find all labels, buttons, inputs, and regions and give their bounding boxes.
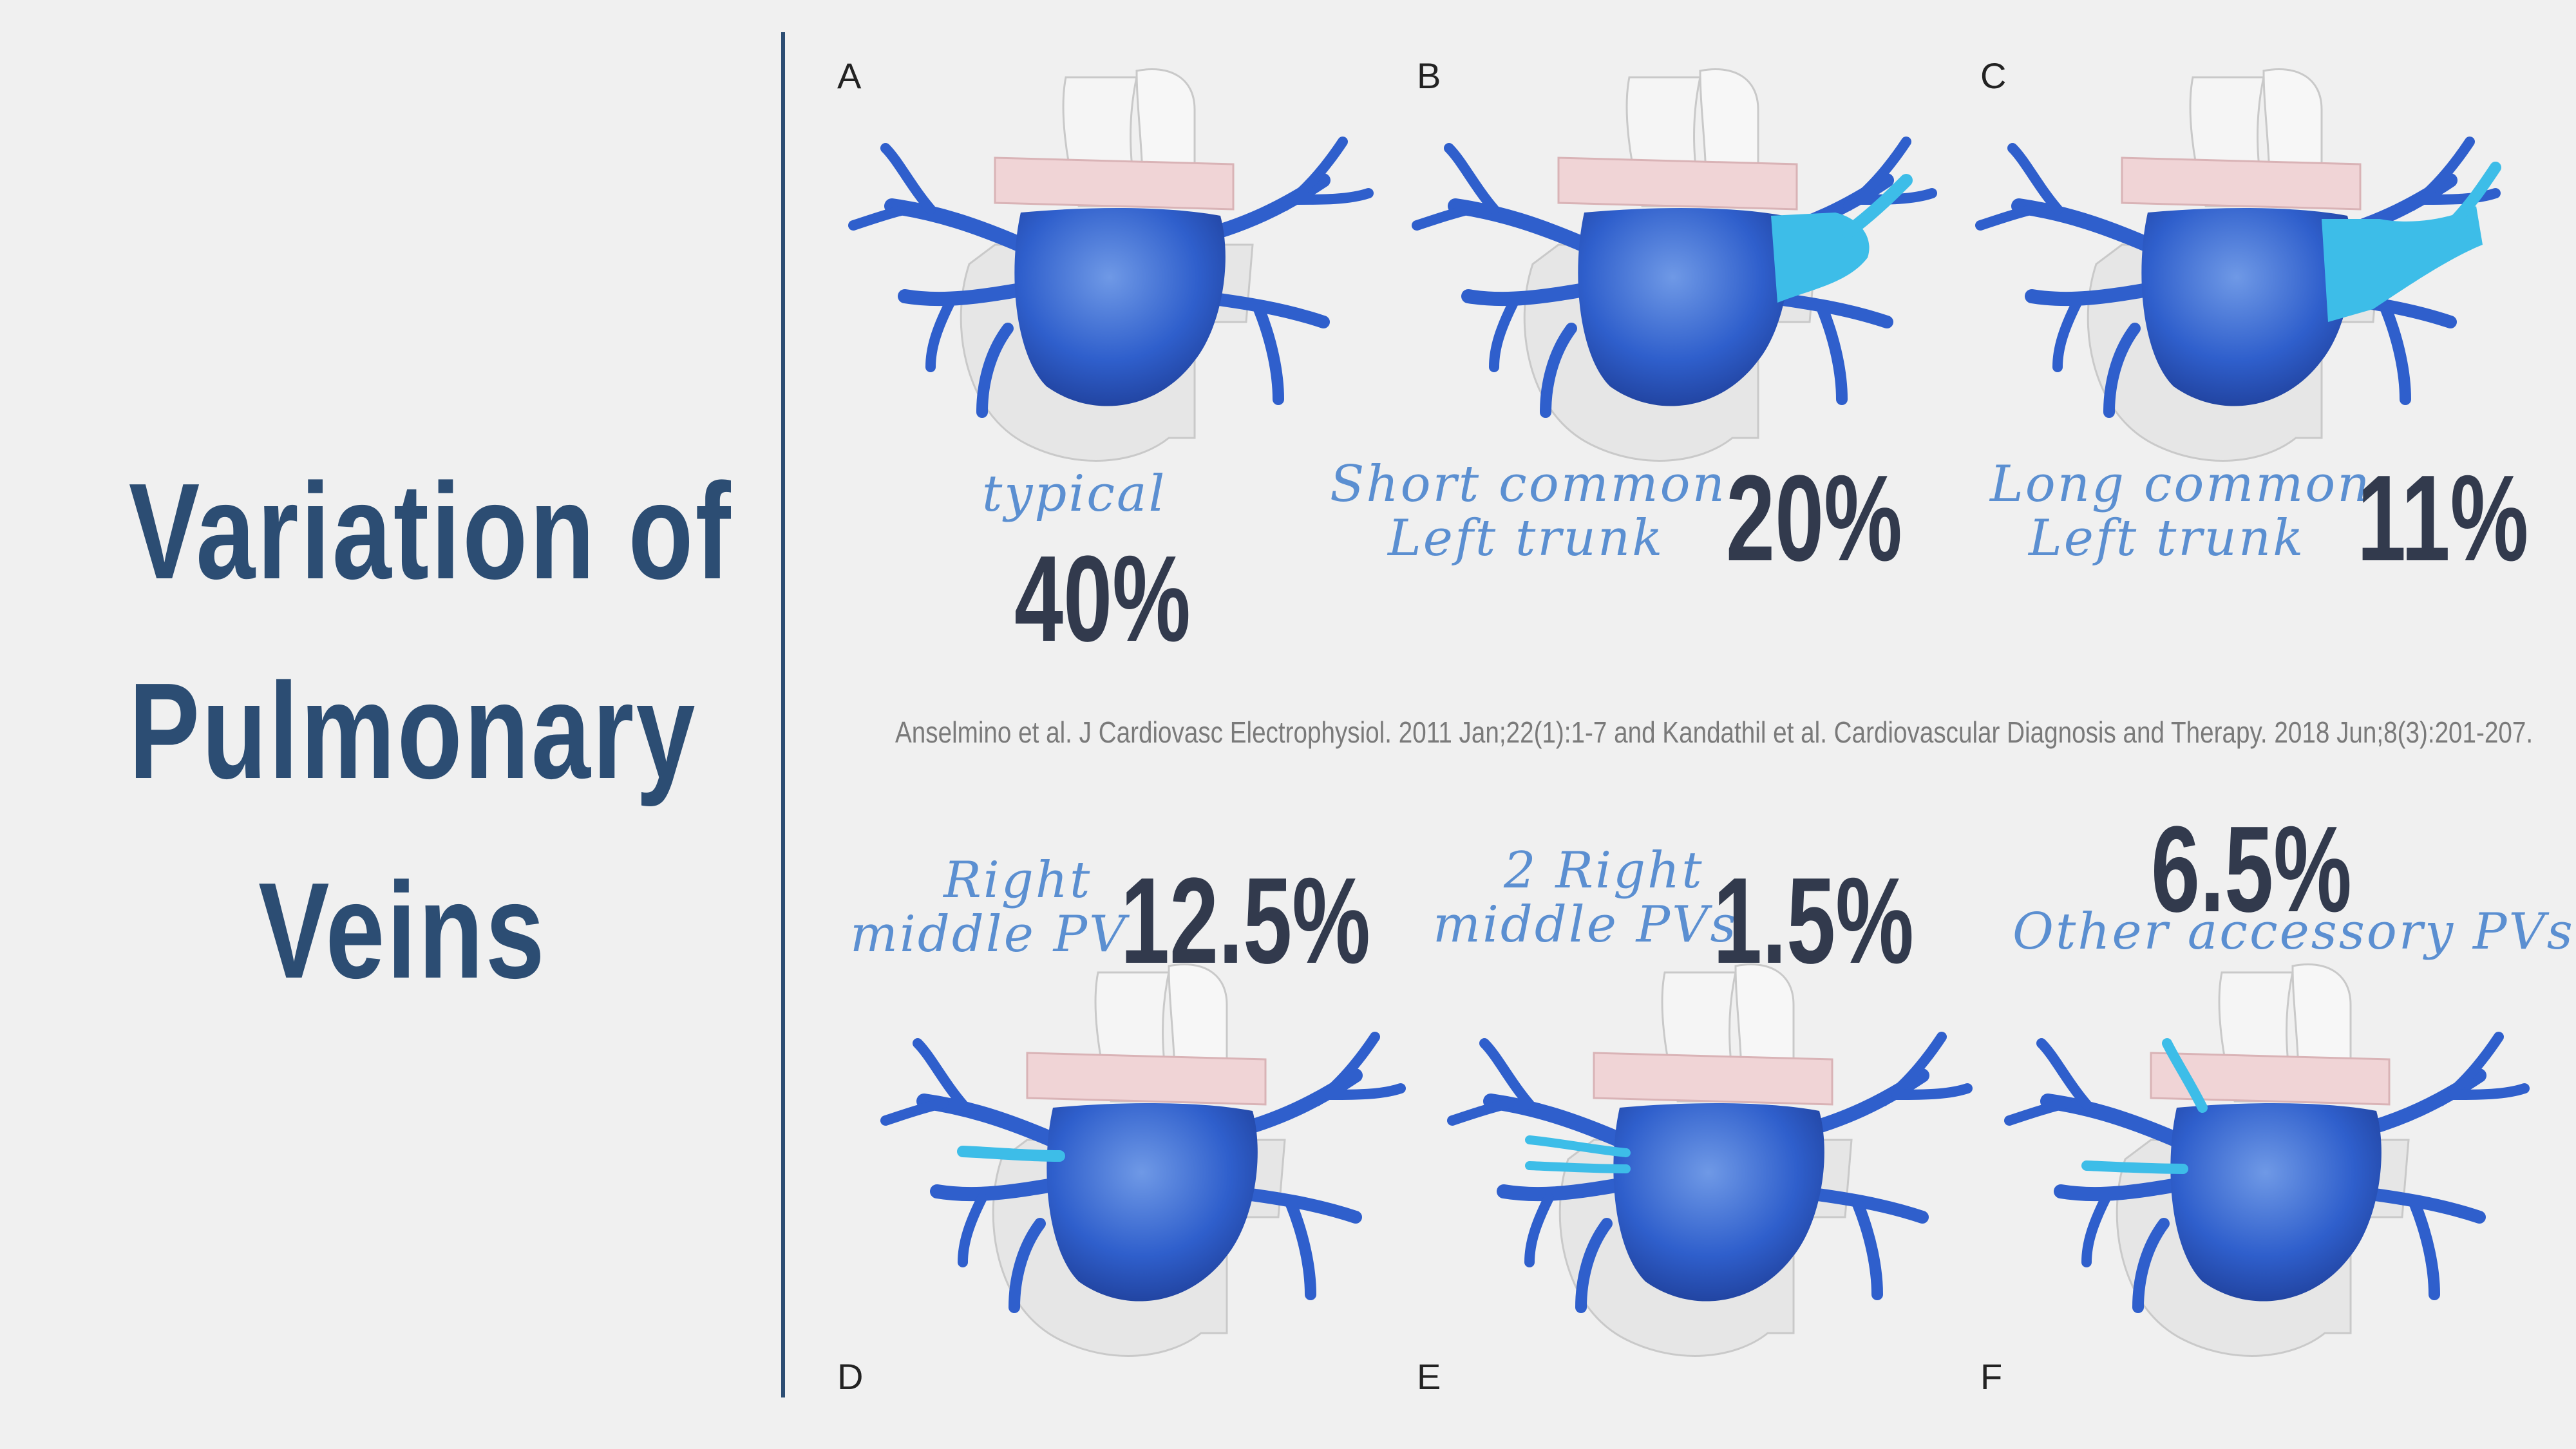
left-superior-branch bbox=[1325, 1083, 1406, 1100]
right-inferior-branch bbox=[925, 298, 955, 372]
panel-letter-f: F bbox=[1980, 1356, 2003, 1397]
label-f: Other accessory PVs bbox=[2012, 903, 2575, 961]
slide-title: Variation of Pulmonary Veins bbox=[128, 431, 733, 1030]
percent-b: 20% bbox=[1726, 450, 1902, 587]
right-inferior-branch bbox=[2081, 1193, 2111, 1267]
pulmonary-artery-band bbox=[1026, 1052, 1267, 1106]
right-superior-branch bbox=[1479, 1038, 1535, 1110]
trunk-branch bbox=[1842, 174, 1913, 238]
percent-d: 12.5% bbox=[1121, 853, 1370, 989]
diagram-d bbox=[866, 947, 1446, 1397]
right-inferior-branch bbox=[976, 323, 1014, 418]
right-inferior-vein bbox=[1497, 1178, 1627, 1202]
right-superior-branch bbox=[2036, 1038, 2092, 1110]
right-inferior-branch bbox=[1489, 298, 1519, 372]
right-inferior-vein bbox=[2054, 1178, 2184, 1202]
common-left-trunk bbox=[2322, 206, 2483, 322]
pulmonary-vein-illustration bbox=[848, 68, 1374, 462]
percent-a: 40% bbox=[1014, 531, 1191, 667]
left-superior-branch bbox=[1891, 1083, 1973, 1100]
trunk-branch bbox=[2445, 162, 2501, 231]
right-superior-branch bbox=[880, 1098, 949, 1126]
left-superior-branch bbox=[2448, 1083, 2530, 1100]
left-atrium bbox=[1046, 1103, 1258, 1302]
diagram-a bbox=[834, 52, 1414, 502]
right-superior-branch bbox=[1975, 203, 2043, 231]
diagram-c bbox=[1961, 52, 2541, 502]
right-middle-vein-1 bbox=[1525, 1135, 1631, 1157]
right-inferior-vein bbox=[1461, 283, 1591, 307]
diagram-b bbox=[1397, 52, 1977, 502]
right-superior-branch bbox=[2004, 1098, 2072, 1126]
title-line-1: Variation of bbox=[128, 455, 733, 607]
label-a: typical bbox=[982, 465, 1167, 523]
right-superior-branch bbox=[1444, 143, 1499, 214]
left-inferior-branch bbox=[1253, 303, 1284, 405]
pulmonary-artery-band bbox=[2150, 1052, 2391, 1106]
right-middle-vein bbox=[957, 1146, 1065, 1162]
panel-letter-a: A bbox=[837, 55, 862, 96]
title-line-2: Pulmonary bbox=[128, 654, 697, 807]
right-inferior-branch bbox=[1575, 1218, 1613, 1313]
diagram-f bbox=[1990, 947, 2570, 1397]
accessory-vein-2 bbox=[2162, 1038, 2208, 1113]
right-inferior-branch bbox=[1009, 1218, 1046, 1313]
right-inferior-vein bbox=[898, 283, 1028, 307]
left-atrium bbox=[2170, 1103, 2382, 1302]
panel-letter-c: C bbox=[1980, 55, 2007, 96]
left-inferior-branch bbox=[2409, 1198, 2440, 1300]
right-superior-branch bbox=[880, 143, 936, 214]
left-atrium bbox=[1014, 208, 1226, 406]
pulmonary-vein-illustration bbox=[2004, 963, 2530, 1357]
right-middle-vein-2 bbox=[1525, 1161, 1631, 1173]
left-superior-branch bbox=[2420, 188, 2501, 205]
left-atrium bbox=[1578, 208, 1789, 406]
left-superior-branch bbox=[1856, 188, 1937, 205]
label-c: Long common Left trunk bbox=[1990, 455, 2372, 567]
pulmonary-vein-illustration bbox=[1412, 68, 1937, 462]
left-inferior-branch bbox=[1817, 303, 1848, 405]
panel-letter-d: D bbox=[837, 1356, 864, 1397]
right-inferior-branch bbox=[2132, 1218, 2170, 1313]
left-superior-branch bbox=[1293, 188, 1374, 205]
percent-c: 11% bbox=[2357, 450, 2529, 587]
right-superior-branch bbox=[1412, 203, 1480, 231]
right-superior-branch bbox=[913, 1038, 968, 1110]
right-inferior-vein bbox=[2025, 283, 2155, 307]
right-superior-branch bbox=[848, 203, 916, 231]
pulmonary-vein-illustration bbox=[1447, 963, 1973, 1357]
right-inferior-branch bbox=[1540, 323, 1577, 418]
pulmonary-vein-illustration bbox=[1975, 68, 2501, 462]
label-e: 2 Right middle PVs bbox=[1433, 842, 1738, 954]
right-inferior-branch bbox=[1524, 1193, 1554, 1267]
pulmonary-artery-band bbox=[2121, 156, 2362, 211]
left-inferior-branch bbox=[1285, 1198, 1316, 1300]
pulmonary-artery-band bbox=[1593, 1052, 1833, 1106]
right-inferior-branch bbox=[2052, 298, 2082, 372]
citation-text: Anselmino et al. J Cardiovasc Electrophy… bbox=[895, 715, 2533, 749]
right-superior-branch bbox=[2007, 143, 2063, 214]
pulmonary-artery-band bbox=[994, 156, 1235, 211]
diagram-e bbox=[1433, 947, 2012, 1397]
left-atrium bbox=[2141, 208, 2353, 406]
panel-letter-e: E bbox=[1417, 1356, 1441, 1397]
accessory-vein-1 bbox=[2081, 1160, 2188, 1174]
panel-letter-b: B bbox=[1417, 55, 1441, 96]
percent-e: 1.5% bbox=[1713, 853, 1914, 989]
right-inferior-branch bbox=[2103, 323, 2141, 418]
right-superior-branch bbox=[1447, 1098, 1515, 1126]
pulmonary-vein-illustration bbox=[880, 963, 1406, 1357]
right-inferior-branch bbox=[958, 1193, 987, 1267]
left-inferior-branch bbox=[1852, 1198, 1883, 1300]
pulmonary-artery-band bbox=[1557, 156, 1798, 211]
percent-f: 6.5% bbox=[2151, 801, 2352, 938]
left-atrium bbox=[1613, 1103, 1824, 1302]
label-b: Short common Left trunk bbox=[1330, 455, 1727, 567]
left-inferior-branch bbox=[2380, 303, 2411, 405]
label-d: Right middle PV bbox=[850, 851, 1128, 963]
vertical-divider bbox=[781, 32, 785, 1397]
title-line-3: Veins bbox=[258, 854, 547, 1007]
right-inferior-vein bbox=[930, 1178, 1060, 1202]
